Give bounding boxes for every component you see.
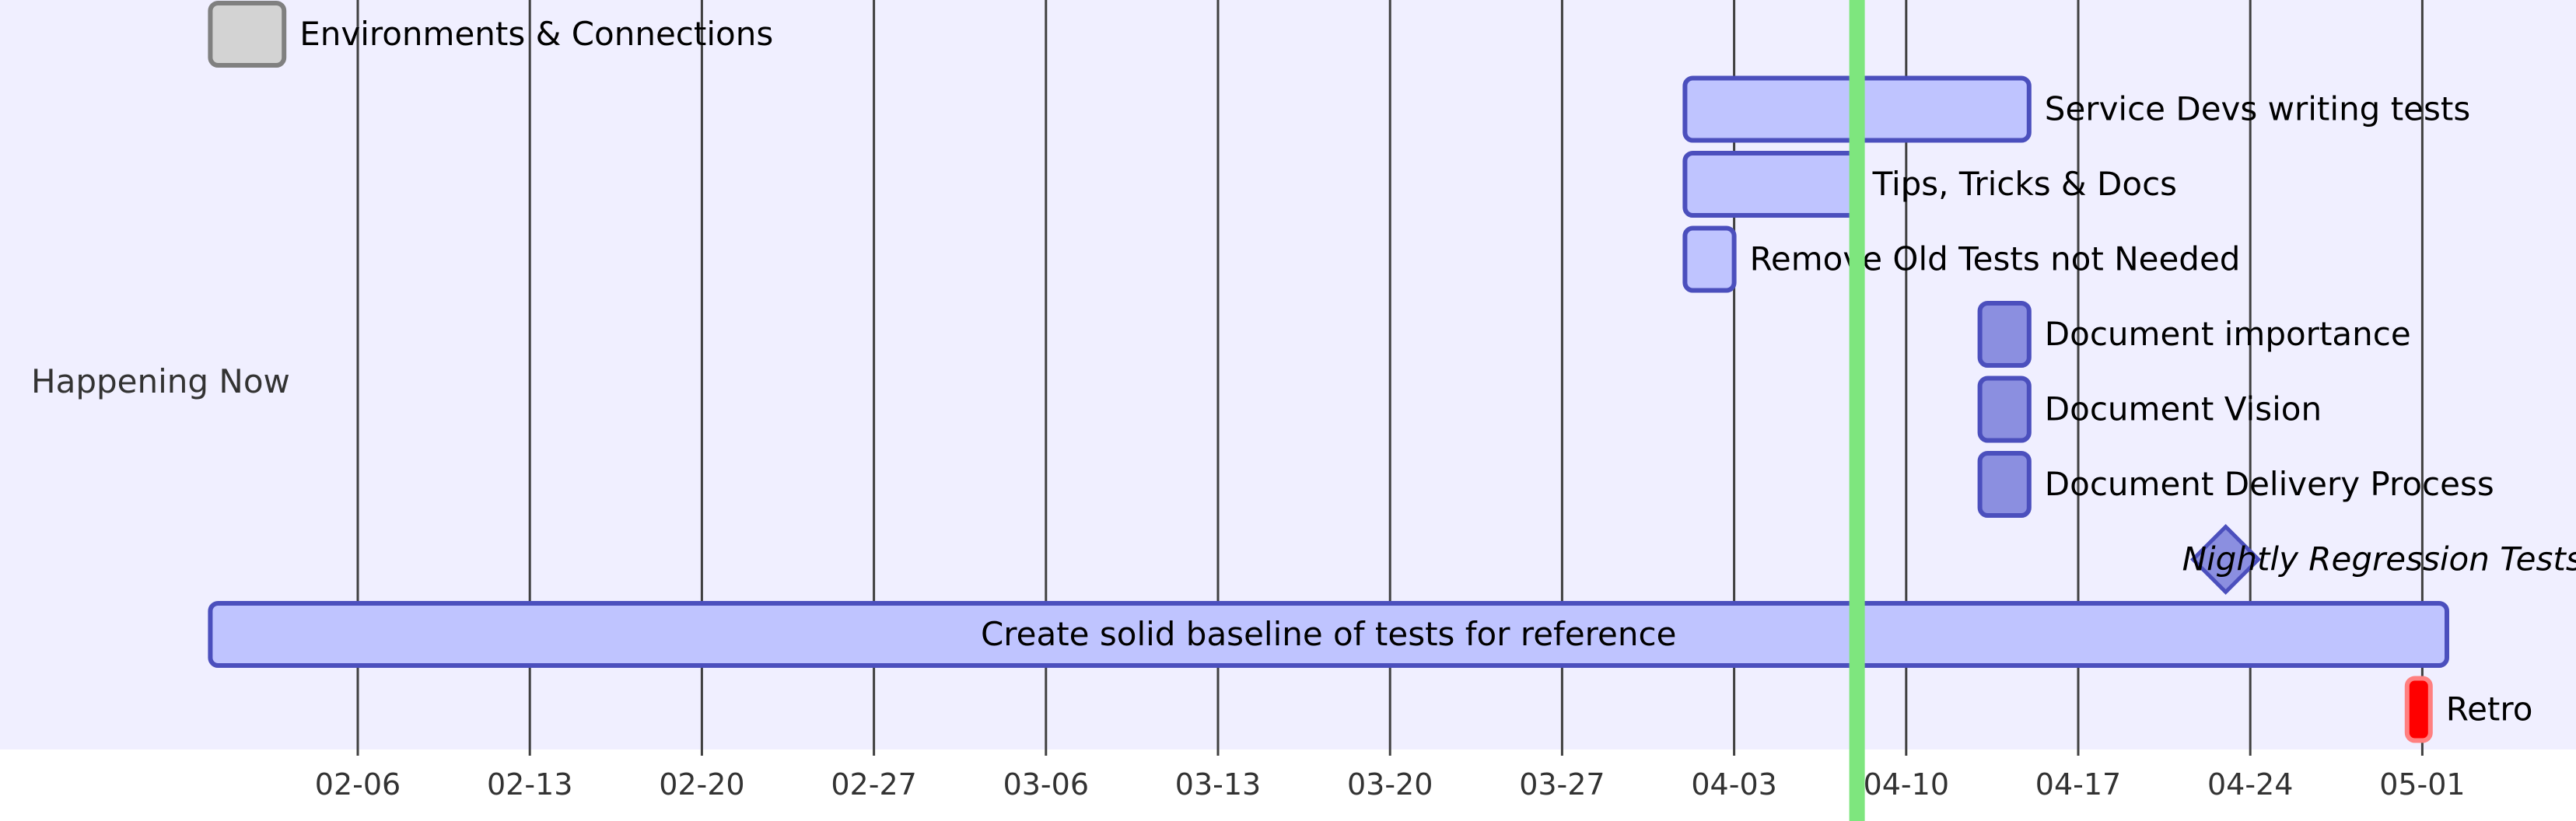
tick-label: 05-01	[2379, 767, 2465, 802]
tick-label: 04-17	[2035, 767, 2121, 802]
today-marker	[1849, 0, 1865, 821]
tick-label: 04-24	[2207, 767, 2293, 802]
task-label: Remove Old Tests not Needed	[1750, 240, 2241, 278]
tick-label: 03-06	[1003, 767, 1089, 802]
critical-task-bar	[2404, 676, 2433, 743]
task-label: Service Devs writing tests	[2045, 90, 2470, 128]
x-axis-ticks: 02-06 02-13 02-20 02-27 03-06 03-13 03-20 03-27…	[315, 767, 2466, 802]
task-label: Create solid baseline of tests for refer…	[981, 615, 1676, 653]
active-task-bar	[1977, 376, 2032, 443]
task-label: Retro	[2446, 690, 2533, 728]
tick-label: 04-10	[1864, 767, 1949, 802]
task-label: Tips, Tricks & Docs	[1872, 165, 2177, 203]
task-label: Document Delivery Process	[2045, 465, 2494, 503]
section-label: Happening Now	[31, 362, 290, 400]
task-label: Environments & Connections	[299, 15, 773, 53]
tick-label: 03-20	[1347, 767, 1433, 802]
task-bar	[1682, 225, 1737, 293]
tick-label: 02-27	[831, 767, 916, 802]
task-label: Document importance	[2045, 315, 2411, 353]
milestone-marker	[2190, 523, 2262, 596]
task-bar	[1682, 151, 1860, 218]
tick-label: 02-13	[487, 767, 572, 802]
tick-label: 02-06	[315, 767, 401, 802]
task-bar	[208, 601, 2450, 668]
active-task-bar	[1977, 301, 2032, 368]
task-label: Nightly Regression Tests	[2182, 540, 2576, 578]
tick-label: 03-13	[1175, 767, 1261, 802]
done-task-bar	[208, 1, 287, 68]
tick-label: 04-03	[1691, 767, 1776, 802]
tick-label: 02-20	[659, 767, 744, 802]
active-task-bar	[1977, 451, 2032, 518]
tasks: Environments & Connections Service Devs w…	[208, 1, 2576, 743]
tick-label: 03-27	[1519, 767, 1605, 802]
task-label: Document Vision	[2045, 390, 2322, 428]
